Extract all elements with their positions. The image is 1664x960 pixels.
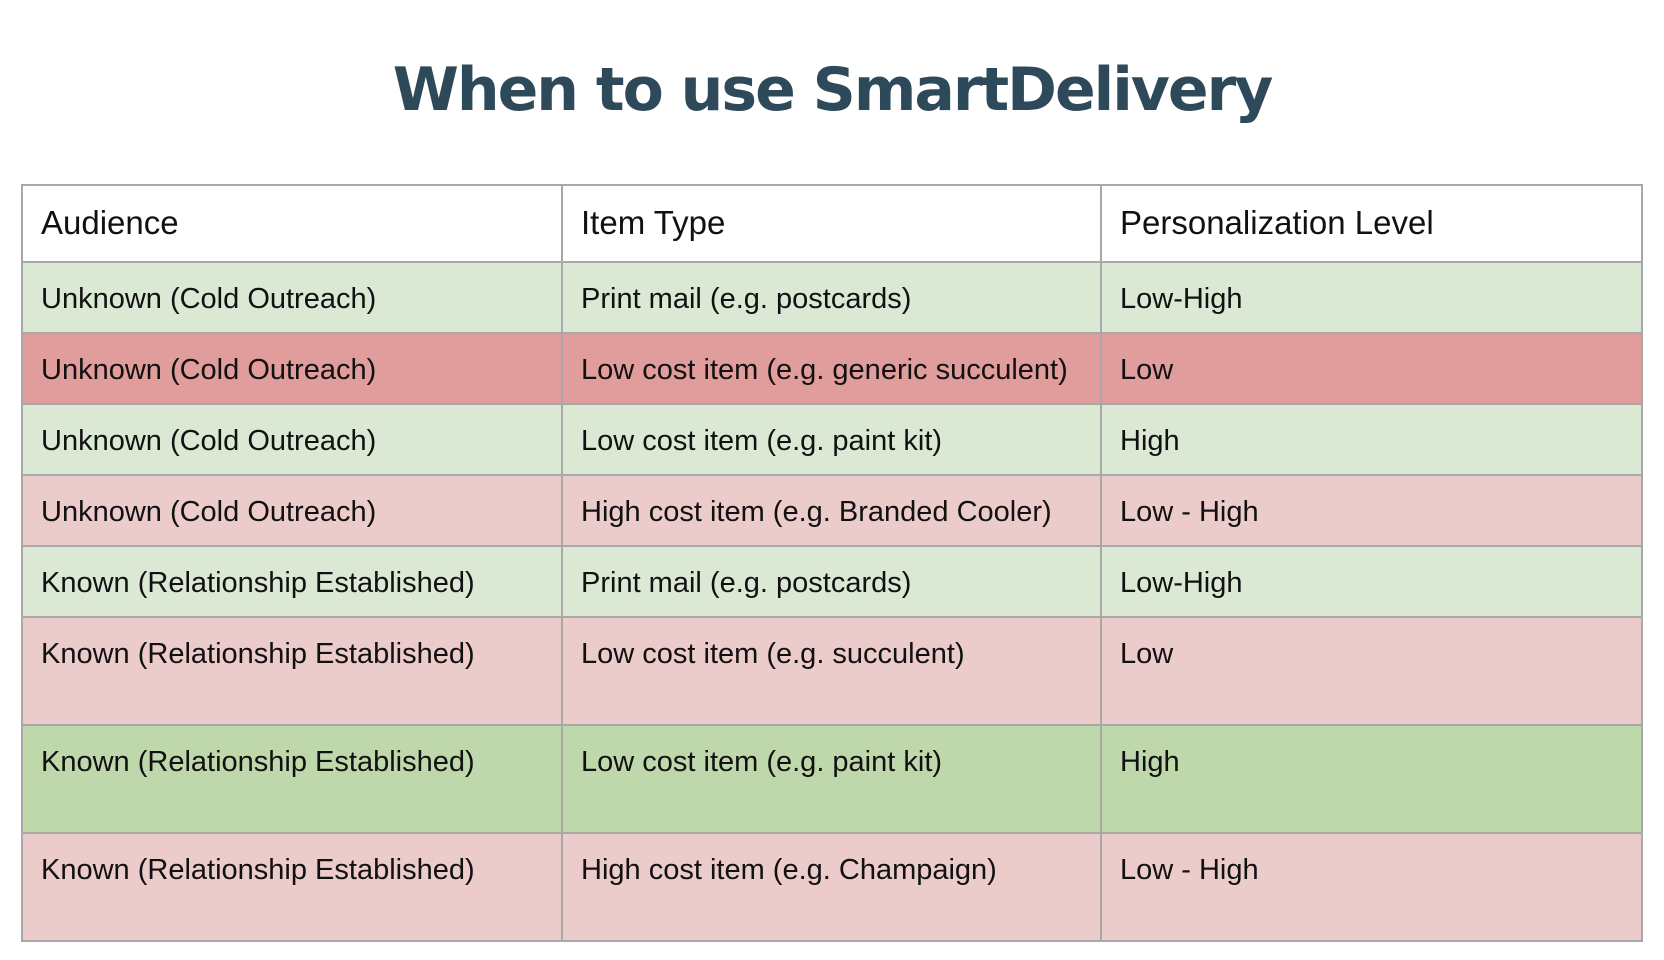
table-cell: Low — [1100, 616, 1643, 726]
table-row: Unknown (Cold Outreach) Print mail (e.g. … — [21, 261, 1643, 334]
table-cell: Low-High — [1100, 545, 1643, 618]
table-row: Unknown (Cold Outreach) Low cost item (e.… — [21, 332, 1643, 405]
table-row: Unknown (Cold Outreach) High cost item (e… — [21, 474, 1643, 547]
table-cell: Unknown (Cold Outreach) — [21, 261, 563, 334]
table-cell: Low cost item (e.g. paint kit) — [561, 403, 1102, 476]
table-cell: Print mail (e.g. postcards) — [561, 545, 1102, 618]
table-cell: Low - High — [1100, 832, 1643, 942]
table-cell: Low cost item (e.g. paint kit) — [561, 724, 1102, 834]
table-cell: Print mail (e.g. postcards) — [561, 261, 1102, 334]
table-cell: High — [1100, 724, 1643, 834]
table-row: Known (Relationship Established) High cos… — [21, 832, 1643, 942]
table-row: Known (Relationship Established) Low cost… — [21, 616, 1643, 726]
table-cell: Low - High — [1100, 474, 1643, 547]
table-cell: Known (Relationship Established) — [21, 832, 563, 942]
table-row: Known (Relationship Established) Print ma… — [21, 545, 1643, 618]
table-cell: Known (Relationship Established) — [21, 616, 563, 726]
table-cell: Unknown (Cold Outreach) — [21, 474, 563, 547]
table-cell: Known (Relationship Established) — [21, 545, 563, 618]
table-cell: High cost item (e.g. Branded Cooler) — [561, 474, 1102, 547]
header-row: Audience Item Type Personalization Level — [21, 184, 1643, 263]
page-title: When to use SmartDelivery — [392, 55, 1274, 125]
table-cell: Low — [1100, 332, 1643, 405]
table-row: Known (Relationship Established) Low cost… — [21, 724, 1643, 834]
table: Audience Item Type Personalization Level U… — [21, 184, 1643, 942]
table-body: Unknown (Cold Outreach) Print mail (e.g. … — [21, 261, 1643, 942]
table-cell: Low cost item (e.g. succulent) — [561, 616, 1102, 726]
table-cell: Unknown (Cold Outreach) — [21, 332, 563, 405]
table-cell: High — [1100, 403, 1643, 476]
table-cell: High cost item (e.g. Champaign) — [561, 832, 1102, 942]
table-cell: Low cost item (e.g. generic succulent) — [561, 332, 1102, 405]
column-header: Item Type — [561, 184, 1102, 263]
column-header: Audience — [21, 184, 563, 263]
column-header: Personalization Level — [1100, 184, 1643, 263]
table-cell: Unknown (Cold Outreach) — [21, 403, 563, 476]
table-header: Audience Item Type Personalization Level — [21, 184, 1643, 263]
table-cell: Low-High — [1100, 261, 1643, 334]
table-cell: Known (Relationship Established) — [21, 724, 563, 834]
table-row: Unknown (Cold Outreach) Low cost item (e.… — [21, 403, 1643, 476]
